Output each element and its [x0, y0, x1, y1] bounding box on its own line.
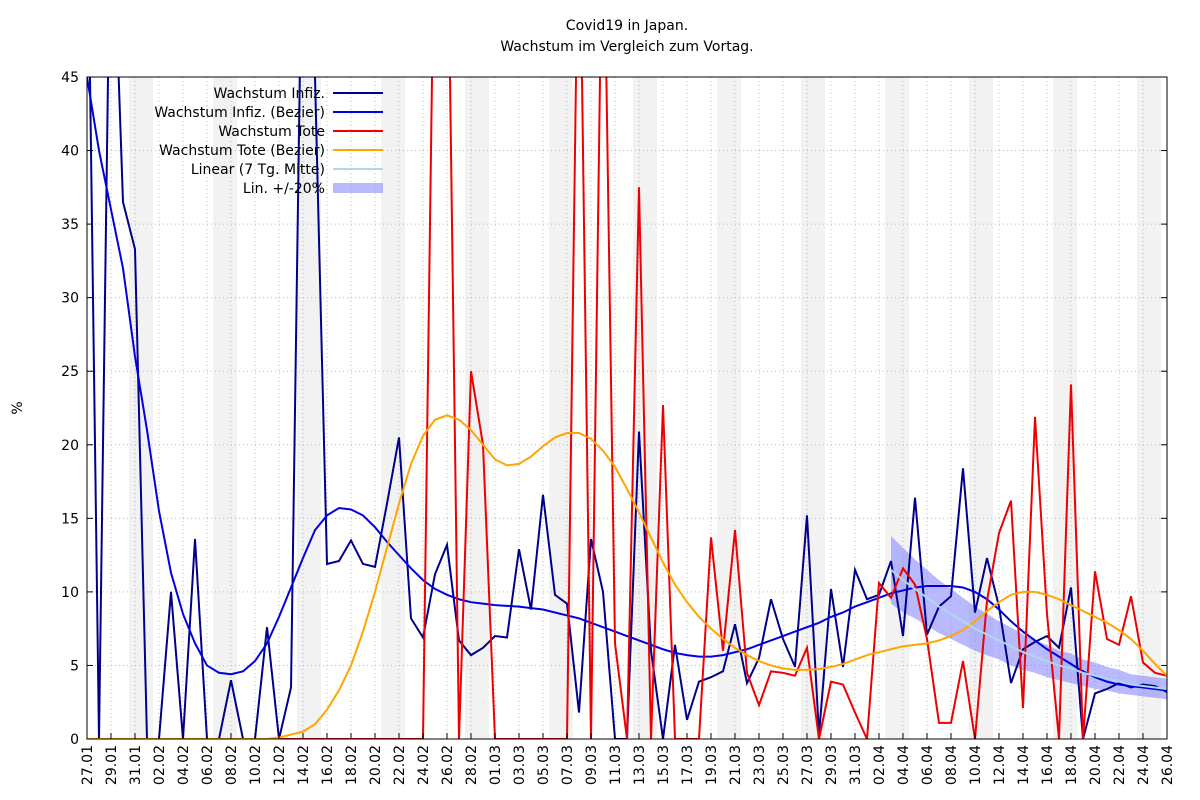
plot-frame	[86, 76, 1168, 740]
x-tick-label: 08.02	[224, 745, 240, 785]
x-tick-label: 22.02	[392, 745, 408, 785]
weekend-band	[213, 77, 237, 739]
x-tick-label: 29.01	[104, 745, 120, 785]
x-tick-label: 18.02	[344, 745, 360, 785]
x-tick-label: 06.02	[200, 745, 216, 785]
weekend-band	[1137, 77, 1161, 739]
x-tick-label: 20.02	[368, 745, 384, 785]
x-tick-label: 11.03	[608, 745, 624, 785]
series-line	[890, 569, 1167, 690]
chart-subtitle: Wachstum im Vergleich zum Vortag.	[500, 39, 753, 55]
chart-title: Covid19 in Japan.	[566, 18, 688, 34]
x-tick-label: 28.02	[464, 745, 480, 785]
weekend-band	[549, 77, 573, 739]
x-tick-label: 20.04	[1088, 745, 1104, 785]
x-tick-label: 14.04	[1016, 745, 1032, 785]
y-tick-label: 25	[61, 364, 79, 380]
y-tick-label: 30	[61, 291, 79, 307]
plot-area	[87, 77, 1167, 739]
x-tick-label: 31.01	[128, 745, 144, 785]
legend-label: Wachstum Infiz.	[214, 86, 325, 102]
x-tick-label: 23.03	[752, 745, 768, 785]
weekend-band	[381, 77, 405, 739]
x-tick-label: 31.03	[848, 745, 864, 785]
x-tick-label: 24.02	[416, 745, 432, 785]
x-tick-label: 05.03	[536, 745, 552, 785]
x-tick-label: 27.01	[80, 745, 96, 785]
x-tick-label: 13.03	[632, 745, 648, 785]
y-tick-label: 40	[61, 144, 79, 160]
series-line	[88, 77, 1167, 739]
x-tick-label: 16.02	[320, 745, 336, 785]
x-tick-label: 01.03	[488, 745, 504, 785]
legend-label: Lin. +/-20%	[243, 181, 325, 197]
x-tick-label: 26.04	[1160, 745, 1176, 785]
legend-label: Wachstum Infiz. (Bezier)	[154, 105, 325, 121]
weekend-band	[1053, 77, 1077, 739]
x-tick-label: 04.04	[896, 745, 912, 785]
y-tick-label: 20	[61, 438, 79, 454]
weekend-band	[129, 77, 153, 739]
y-axis-label: %	[10, 401, 26, 414]
legend: Wachstum Infiz. Wachstum Infiz. (Bezier) W…	[154, 86, 383, 197]
x-tick-label: 12.04	[992, 745, 1008, 785]
x-tick-label: 29.03	[824, 745, 840, 785]
series-line	[87, 77, 1167, 739]
x-tick-label: 04.02	[176, 745, 192, 785]
legend-label: Wachstum Tote	[218, 124, 325, 140]
series-line	[87, 414, 1167, 739]
legend-swatch	[333, 183, 383, 193]
x-tick-label: 16.04	[1040, 745, 1056, 785]
x-tick-label: 10.02	[248, 745, 264, 785]
x-tick-label: 17.03	[680, 745, 696, 785]
x-tick-label: 21.03	[728, 745, 744, 785]
x-tick-label: 06.04	[920, 745, 936, 785]
x-tick-label: 03.03	[512, 745, 528, 785]
y-tick-label: 35	[61, 217, 79, 233]
x-tick-label: 25.03	[776, 745, 792, 785]
y-tick-label: 5	[70, 658, 79, 674]
x-tick-label: 12.02	[272, 745, 288, 785]
x-tick-label: 24.04	[1136, 745, 1152, 785]
y-tick-label: 45	[61, 70, 79, 86]
x-tick-label: 10.04	[968, 745, 984, 785]
y-tick-label: 0	[70, 732, 79, 748]
y-tick-label: 15	[61, 511, 79, 527]
band-area	[891, 535, 1167, 700]
weekend-band	[885, 77, 909, 739]
x-tick-label: 07.03	[560, 745, 576, 785]
x-tick-label: 14.02	[296, 745, 312, 785]
x-tick-label: 02.04	[872, 745, 888, 785]
weekend-band	[633, 77, 657, 739]
legend-label: Linear (7 Tg. Mitte)	[191, 162, 325, 178]
axes: 0 5 10 15 20 25 30 35 40 45 27.01 29.01 31.01 02.02 04…	[61, 70, 1176, 785]
x-tick-label: 27.03	[800, 745, 816, 785]
x-tick-label: 18.04	[1064, 745, 1080, 785]
x-tick-label: 26.02	[440, 745, 456, 785]
x-tick-label: 15.03	[656, 745, 672, 785]
x-tick-label: 09.03	[584, 745, 600, 785]
x-tick-label: 22.04	[1112, 745, 1128, 785]
x-tick-label: 02.02	[152, 745, 168, 785]
x-tick-label: 08.04	[944, 745, 960, 785]
legend-label: Wachstum Tote (Bezier)	[159, 143, 325, 159]
y-tick-label: 10	[61, 585, 79, 601]
x-tick-label: 19.03	[704, 745, 720, 785]
